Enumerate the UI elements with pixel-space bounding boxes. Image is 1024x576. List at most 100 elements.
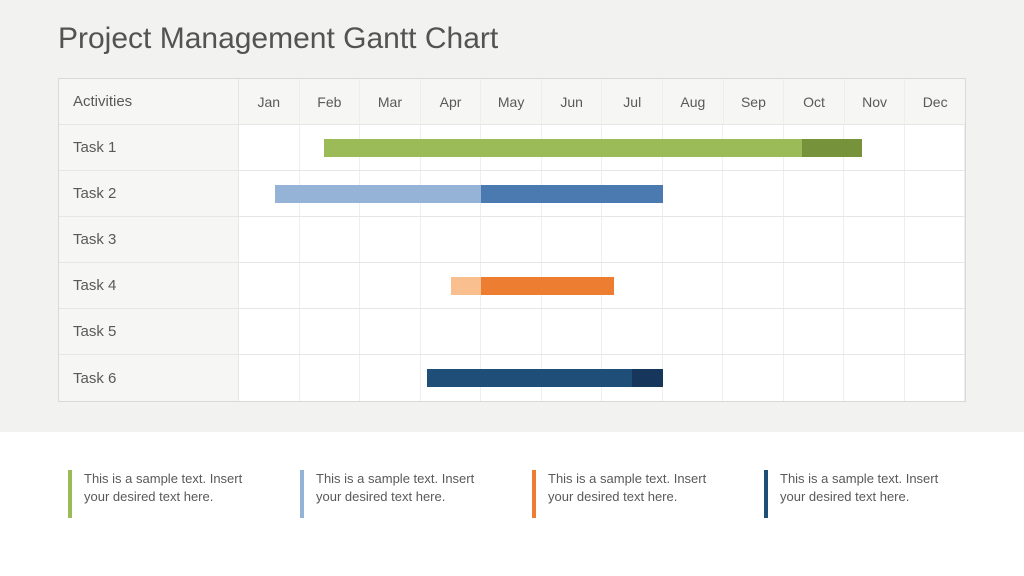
task-track [239,309,965,354]
legend-text: This is a sample text. Insert your desir… [548,470,734,505]
grid-cell [239,171,300,216]
grid-cell [360,125,421,170]
legend-item: This is a sample text. Insert your desir… [754,470,966,518]
grid-cell [784,309,845,354]
grid-cell [723,309,784,354]
legend-color-bar [300,470,304,518]
gantt-row: Task 6 [59,355,965,401]
grid-cell [239,309,300,354]
grid-cell [723,355,784,401]
grid-cell [602,125,663,170]
month-header: Feb [300,79,361,124]
grid-cell [663,263,724,308]
task-track [239,171,965,216]
gantt-row: Task 3 [59,217,965,263]
grid-cell [481,217,542,262]
legend-color-bar [532,470,536,518]
gantt-row: Task 1 [59,125,965,171]
month-header: Oct [784,79,845,124]
legend-text: This is a sample text. Insert your desir… [316,470,502,505]
task-track [239,355,965,401]
legend-item: This is a sample text. Insert your desir… [290,470,502,518]
month-header: Dec [905,79,965,124]
month-header: Jul [602,79,663,124]
gantt-row: Task 4 [59,263,965,309]
grid-cell [421,125,482,170]
grid-cell [542,171,603,216]
gantt-header-row: Activities JanFebMarAprMayJunJulAugSepOc… [59,79,965,125]
grid-cell [300,125,361,170]
grid-cell [421,217,482,262]
grid-cell [844,125,905,170]
grid-cell [602,263,663,308]
grid-cell [723,217,784,262]
grid-cell [542,217,603,262]
task-track [239,217,965,262]
grid-cell [905,125,966,170]
grid-cell [542,355,603,401]
grid-cell [360,263,421,308]
grid-cell [542,125,603,170]
grid-cell [844,217,905,262]
legend-text: This is a sample text. Insert your desir… [780,470,966,505]
grid-cell [905,355,966,401]
task-track [239,263,965,308]
task-track [239,125,965,170]
grid-cell [905,309,966,354]
grid-cell [784,355,845,401]
grid-cell [300,171,361,216]
month-header: Aug [663,79,724,124]
legend-item: This is a sample text. Insert your desir… [58,470,270,518]
grid-cell [663,171,724,216]
grid-cell [602,217,663,262]
month-header: Jun [542,79,603,124]
grid-cell [602,309,663,354]
grid-cell [239,217,300,262]
grid-cell [663,125,724,170]
grid-cell [421,263,482,308]
grid-cell [300,217,361,262]
grid-cell [360,355,421,401]
month-header: Jan [239,79,300,124]
grid-cell [421,171,482,216]
legend-item: This is a sample text. Insert your desir… [522,470,734,518]
grid-cell [784,217,845,262]
month-header: Sep [724,79,785,124]
grid-cell [360,171,421,216]
month-header: Nov [845,79,906,124]
task-label: Task 2 [59,171,239,216]
grid-cell [300,263,361,308]
legend-color-bar [764,470,768,518]
grid-cell [421,355,482,401]
grid-cell [905,217,966,262]
grid-cell [360,309,421,354]
month-headers: JanFebMarAprMayJunJulAugSepOctNovDec [239,79,965,124]
grid-cell [360,217,421,262]
grid-cell [663,217,724,262]
grid-cell [421,309,482,354]
month-header: Mar [360,79,421,124]
grid-cell [239,355,300,401]
grid-cell [542,263,603,308]
grid-cell [784,263,845,308]
task-label: Task 3 [59,217,239,262]
task-label: Task 4 [59,263,239,308]
legend-text: This is a sample text. Insert your desir… [84,470,270,505]
grid-cell [723,171,784,216]
legend: This is a sample text. Insert your desir… [58,452,966,536]
grid-cell [905,263,966,308]
grid-cell [300,309,361,354]
grid-cell [542,309,603,354]
grid-cell [663,355,724,401]
grid-cell [844,171,905,216]
grid-cell [481,263,542,308]
grid-cell [481,309,542,354]
activities-header: Activities [59,79,239,124]
grid-cell [239,263,300,308]
page-title: Project Management Gantt Chart [58,22,498,56]
task-label: Task 1 [59,125,239,170]
grid-cell [481,125,542,170]
grid-cell [481,171,542,216]
grid-cell [784,125,845,170]
gantt-row: Task 2 [59,171,965,217]
